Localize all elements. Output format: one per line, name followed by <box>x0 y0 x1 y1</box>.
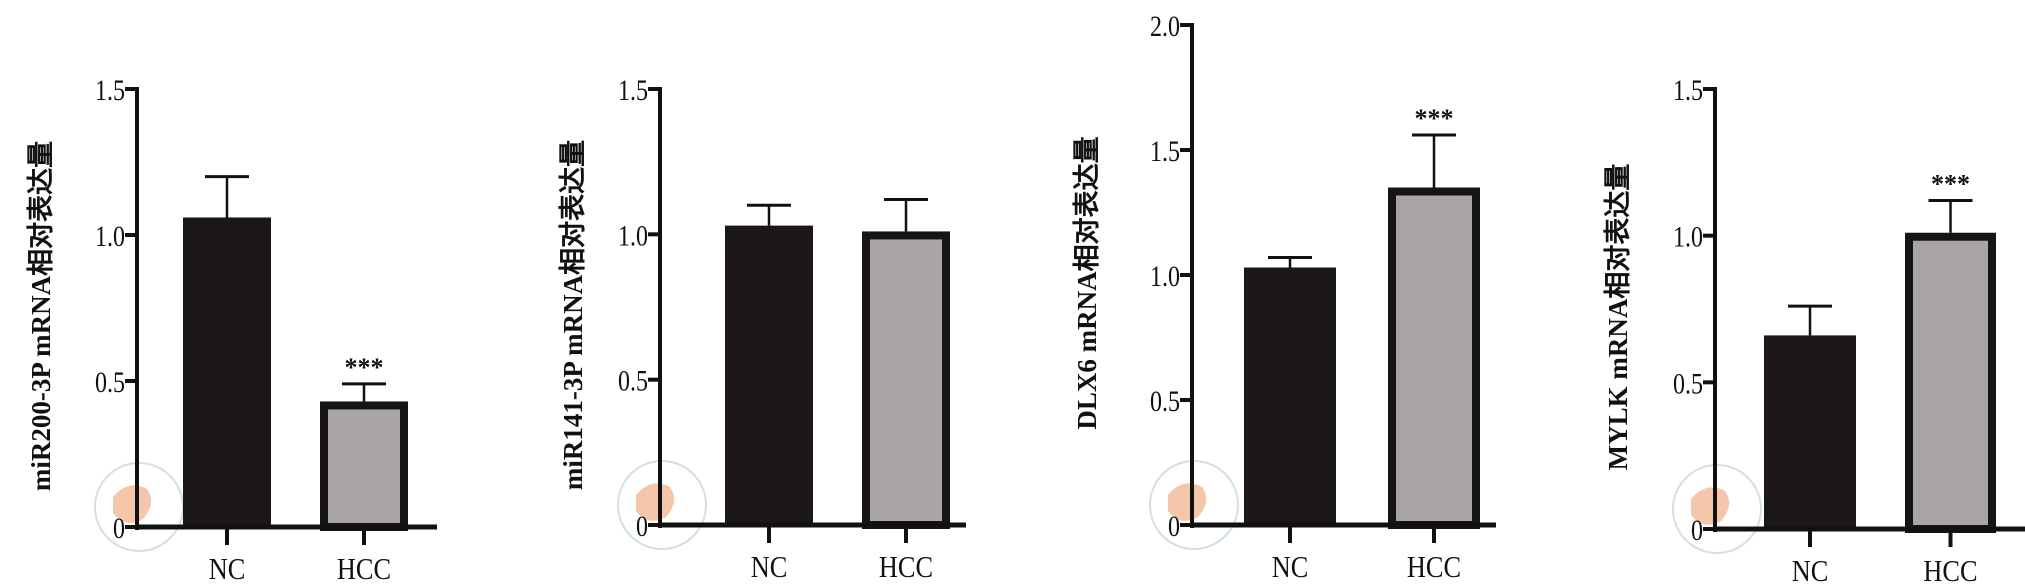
y-tick-label: 1.5 <box>95 73 125 106</box>
y-tick-label: 0 <box>636 509 648 542</box>
y-tick-label: 1.0 <box>1673 220 1703 253</box>
y-tick-label: 0 <box>1168 509 1180 542</box>
watermark-map-icon <box>636 483 675 521</box>
x-tick-label: HCC <box>1923 554 1977 587</box>
significance-label: *** <box>1931 169 1970 198</box>
watermark-map-icon <box>1691 487 1730 525</box>
y-axis-label: miR141-3P mRNA相对表达量 <box>558 140 588 490</box>
y-axis-label: MYLK mRNA相对表达量 <box>1603 164 1633 471</box>
y-tick-label: 2.0 <box>1150 9 1180 42</box>
bar-HCC <box>862 231 950 529</box>
y-tick-label: 0.5 <box>618 364 648 397</box>
y-axis-label: miR200-3P mRNA相对表达量 <box>26 141 56 491</box>
bar-NC <box>1244 267 1336 525</box>
panel-3: NC *** HCC 0 0.5 1.0 1.5 2.0 DLX6 mRNA相对表达量 <box>1072 9 1496 585</box>
y-tick-label: 0.5 <box>95 365 125 398</box>
x-tick-label: NC <box>1272 550 1309 584</box>
bar-NC <box>725 225 813 525</box>
x-tick-label: NC <box>209 552 246 586</box>
y-tick-label: 1.0 <box>95 219 125 252</box>
bar-NC <box>183 217 271 528</box>
panel-2: NC HCC 0 0.5 1.0 1.5 miR141-3P mRNA相对表达量 <box>558 73 966 585</box>
bar-HCC <box>1905 232 1996 533</box>
x-tick-label: NC <box>1792 554 1829 587</box>
y-tick-label: 0 <box>1691 513 1703 546</box>
y-tick-label: 1.0 <box>618 219 648 252</box>
x-tick-label: HCC <box>1407 550 1461 584</box>
panel-1: NC *** HCC 0 0.5 1.0 1.5 miR200-3P mRNA相对表达量 <box>26 73 437 587</box>
bar-HCC <box>320 401 408 531</box>
x-tick-label: HCC <box>337 552 391 586</box>
bar-HCC <box>1388 187 1480 529</box>
y-tick-label: 0 <box>113 511 125 544</box>
y-tick-label: 1.5 <box>618 73 648 106</box>
x-tick-label: HCC <box>879 550 933 584</box>
watermark-map-icon <box>113 485 152 523</box>
panel-4: NC *** HCC 0 0.5 1.0 1.5 MYLK mRNA相对表达量 <box>1603 73 2025 587</box>
bar-NC <box>1764 335 1856 529</box>
y-tick-label: 1.0 <box>1150 259 1180 292</box>
watermark-map-icon <box>1168 483 1207 521</box>
x-tick-label: NC <box>751 550 788 584</box>
y-tick-label: 1.5 <box>1150 134 1180 167</box>
significance-label: *** <box>1415 104 1454 133</box>
y-axis-label: DLX6 mRNA相对表达量 <box>1072 136 1102 429</box>
y-tick-label: 0.5 <box>1673 367 1703 400</box>
significance-label: *** <box>345 353 384 382</box>
y-tick-label: 0.5 <box>1150 384 1180 417</box>
y-tick-label: 1.5 <box>1673 73 1703 106</box>
